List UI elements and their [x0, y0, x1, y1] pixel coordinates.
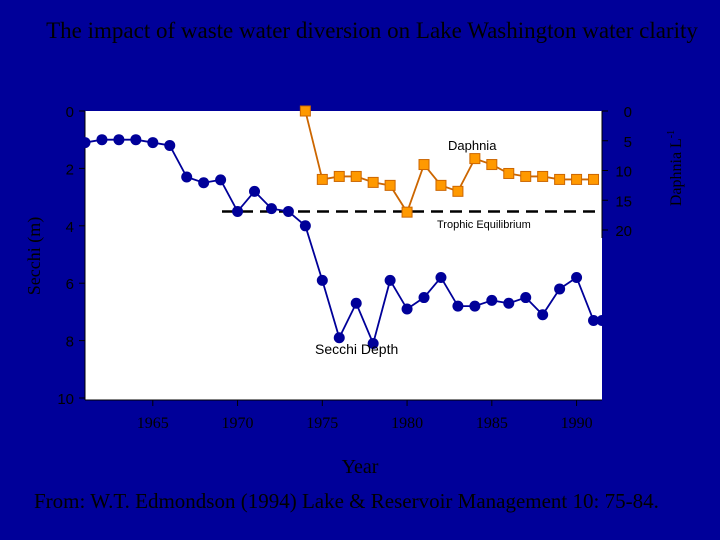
daphnia-point [504, 168, 514, 178]
secchi-point [249, 186, 260, 197]
daphnia-point [538, 171, 548, 181]
secchi-point [113, 134, 124, 145]
right-tick-label: 20 [615, 223, 632, 240]
secchi-point [351, 298, 362, 309]
y-axis-right-label-base: Daphnia L [668, 138, 685, 206]
secchi-point [283, 206, 294, 217]
secchi-point [198, 177, 209, 188]
secchi-point [402, 304, 413, 315]
left-tick-label: 8 [66, 334, 74, 351]
daphnia-annotation: Daphnia [448, 138, 497, 153]
secchi-point [597, 315, 608, 326]
x-tick-label: 1970 [222, 415, 254, 432]
secchi-point [96, 134, 107, 145]
secchi-point [520, 292, 531, 303]
secchi-point [571, 272, 582, 283]
secchi-point [452, 301, 463, 312]
secchi-point [435, 272, 446, 283]
right-axis-ticks: 0 5 10 15 20 [602, 104, 632, 240]
secchi-point [181, 172, 192, 183]
secchi-point [300, 220, 311, 231]
secchi-point [130, 134, 141, 145]
secchi-point [537, 309, 548, 320]
daphnia-point [351, 171, 361, 181]
daphnia-point [487, 160, 497, 170]
daphnia-point [521, 171, 531, 181]
secchi-point [469, 301, 480, 312]
right-tick-label: 0 [624, 104, 632, 121]
daphnia-point [300, 106, 310, 116]
left-axis-ticks: 0 2 4 6 8 10 [57, 104, 85, 408]
daphnia-point [453, 186, 463, 196]
right-tick-label: 10 [615, 164, 632, 181]
secchi-point [147, 137, 158, 148]
left-tick-label: 4 [66, 219, 74, 236]
secchi-point [419, 292, 430, 303]
x-tick-label: 1965 [137, 415, 169, 432]
x-tick-label: 1980 [391, 415, 423, 432]
left-tick-label: 6 [66, 276, 74, 293]
daphnia-point [334, 171, 344, 181]
secchi-point [385, 275, 396, 286]
x-tick-label: 1990 [561, 415, 593, 432]
secchi-point [232, 206, 243, 217]
daphnia-point [317, 174, 327, 184]
daphnia-point [368, 177, 378, 187]
left-tick-label: 10 [57, 391, 74, 408]
y-axis-right-label: Daphnia L-1 [666, 130, 685, 206]
secchi-point [164, 140, 175, 151]
daphnia-point [385, 180, 395, 190]
secchi-point [554, 283, 565, 294]
source-citation: From: W.T. Edmondson (1994) Lake & Reser… [34, 488, 714, 514]
right-tick-label: 15 [615, 193, 632, 210]
daphnia-point [419, 160, 429, 170]
daphnia-point [402, 207, 412, 217]
daphnia-point [470, 154, 480, 164]
daphnia-point [555, 174, 565, 184]
daphnia-point [436, 180, 446, 190]
x-axis-label: Year [342, 456, 379, 478]
secchi-point [266, 203, 277, 214]
secchi-point [80, 137, 91, 148]
daphnia-point [572, 174, 582, 184]
trophic-equilibrium-annotation: Trophic Equilibrium [437, 219, 531, 231]
y-axis-left-label: Secchi (m) [24, 217, 45, 295]
x-tick-label: 1975 [306, 415, 338, 432]
secchi-point [215, 174, 226, 185]
secchi-depth-annotation: Secchi Depth [315, 341, 398, 357]
x-axis-ticks: 1965 1970 1975 1980 1985 1990 [137, 400, 593, 432]
x-tick-label: 1985 [476, 415, 508, 432]
secchi-point [486, 295, 497, 306]
secchi-point [503, 298, 514, 309]
y-axis-right-label-sup: -1 [666, 130, 677, 138]
right-tick-label: 5 [624, 134, 632, 151]
secchi-point [317, 275, 328, 286]
left-tick-label: 2 [66, 161, 74, 178]
daphnia-point [589, 174, 599, 184]
left-tick-label: 0 [66, 104, 74, 121]
